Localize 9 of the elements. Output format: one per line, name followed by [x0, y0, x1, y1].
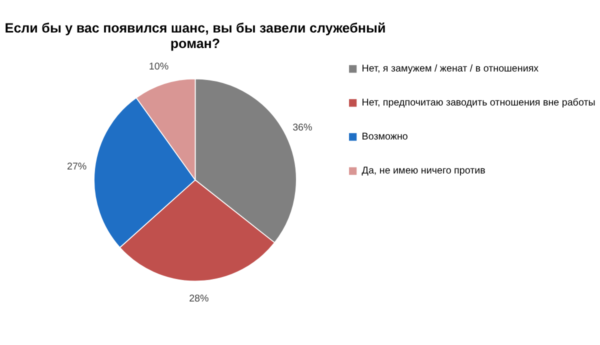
- legend-label: Возможно: [362, 132, 408, 143]
- legend-label: Нет, я замужем / женат / в отношениях: [362, 64, 539, 75]
- data-label: 10%: [148, 61, 169, 72]
- chart-title: Если бы у вас появился шанс, вы бы завели служебный роман?: [4, 20, 386, 51]
- data-label: 27%: [66, 162, 87, 173]
- data-label: 36%: [292, 122, 313, 134]
- legend-label: Да, не имею ничего против: [362, 166, 486, 177]
- legend-label: Нет, предпочитаю заводить отношения вне работы: [362, 98, 596, 109]
- data-label: 28%: [189, 294, 210, 305]
